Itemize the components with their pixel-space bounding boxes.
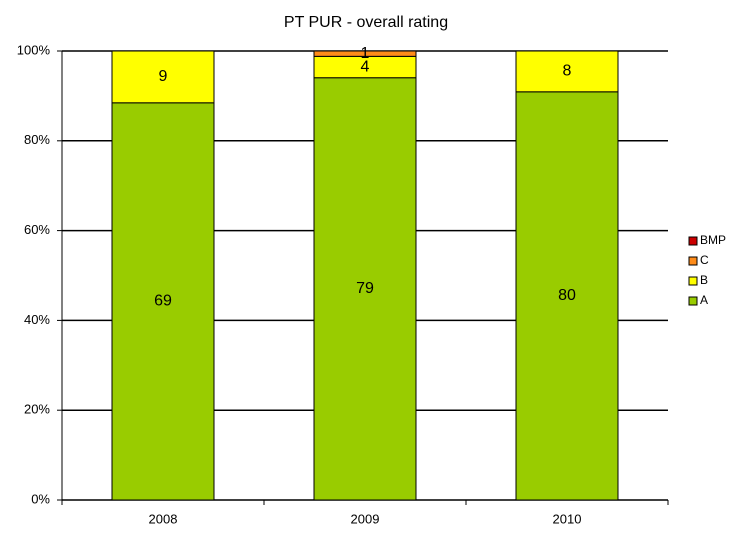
legend-swatch [688, 276, 698, 286]
data-label: 4 [361, 58, 370, 75]
chart-title: PT PUR - overall rating [284, 14, 448, 31]
data-label: 8 [563, 63, 572, 80]
legend-swatch [688, 296, 698, 306]
data-label: 80 [558, 287, 576, 304]
y-tick-label: 60% [24, 222, 50, 237]
y-tick-label: 80% [24, 132, 50, 147]
legend-swatch [688, 236, 698, 246]
y-tick-label: 20% [24, 402, 50, 417]
x-tick-label: 2009 [351, 511, 380, 526]
data-label: 69 [154, 293, 172, 310]
bar-segment [111, 50, 215, 104]
bar-segment [111, 102, 215, 501]
legend-label: C [700, 253, 709, 267]
y-tick-label: 0% [31, 491, 50, 506]
legend-label: BMP [700, 233, 726, 247]
x-tick-label: 2010 [553, 511, 582, 526]
bar-segment [515, 50, 619, 93]
legend-swatch [688, 256, 698, 266]
bar-segment [313, 77, 417, 501]
legend-label: B [700, 273, 708, 287]
x-tick-label: 2008 [149, 511, 178, 526]
bar-segment [313, 50, 417, 57]
y-tick-label: 40% [24, 312, 50, 327]
y-tick-label: 100% [17, 42, 51, 57]
data-label: 1 [361, 45, 370, 62]
bar-segment [515, 91, 619, 501]
data-label: 79 [356, 280, 374, 297]
data-label: 9 [159, 68, 168, 85]
legend-label: A [700, 293, 708, 307]
